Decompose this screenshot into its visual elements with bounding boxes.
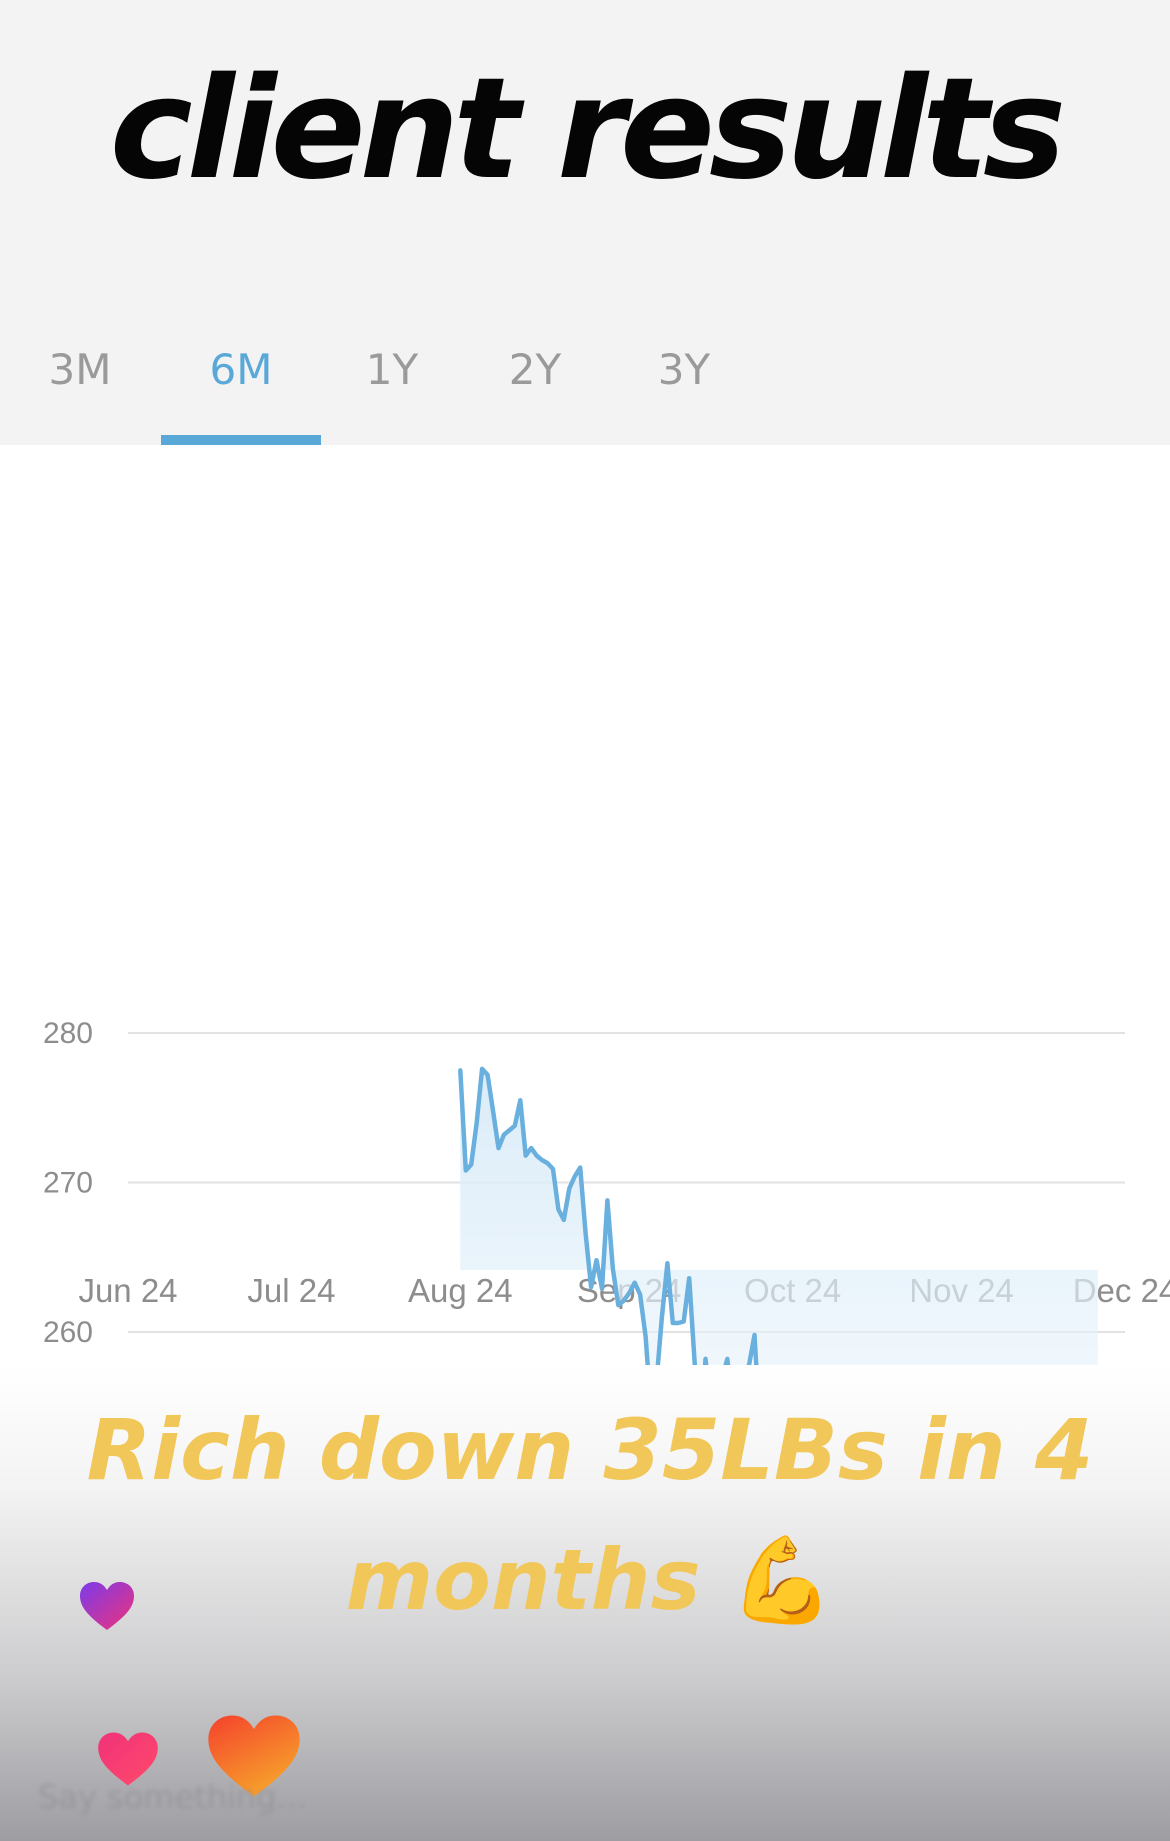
x-tick-label: Aug 24: [408, 1272, 513, 1309]
weight-line: [458, 1066, 759, 1365]
weight-area: [460, 1068, 1098, 1365]
tab-3y[interactable]: 3Y: [657, 345, 711, 394]
tab-3m[interactable]: 3M: [48, 345, 112, 394]
heart-icon[interactable]: [205, 1710, 303, 1802]
y-tick-label: 280: [43, 1017, 93, 1050]
flexed-biceps-icon: 💪: [729, 1531, 835, 1629]
heart-icon[interactable]: [78, 1580, 136, 1632]
tab-6m[interactable]: 6M: [161, 330, 321, 445]
range-tabs: 3M 6M 1Y 2Y 3Y: [0, 330, 1170, 445]
tab-1y[interactable]: 1Y: [365, 345, 419, 394]
x-tick-label: Jul 24: [247, 1272, 335, 1309]
x-tick-label: Jun 24: [78, 1272, 177, 1309]
page-title: client results: [109, 48, 1066, 211]
caption-text: Rich down 35LBs in 4 months 💪: [40, 1385, 1140, 1645]
reply-placeholder[interactable]: Say something...: [38, 1778, 307, 1816]
y-tick-label: 270: [43, 1167, 93, 1200]
heart-icon[interactable]: [96, 1730, 160, 1788]
caption-label: Rich down 35LBs in 4 months: [86, 1401, 1094, 1629]
y-tick-label: 260: [43, 1316, 93, 1349]
story-bottom-gradient: [0, 1365, 1170, 1841]
tab-2y[interactable]: 2Y: [508, 345, 562, 394]
